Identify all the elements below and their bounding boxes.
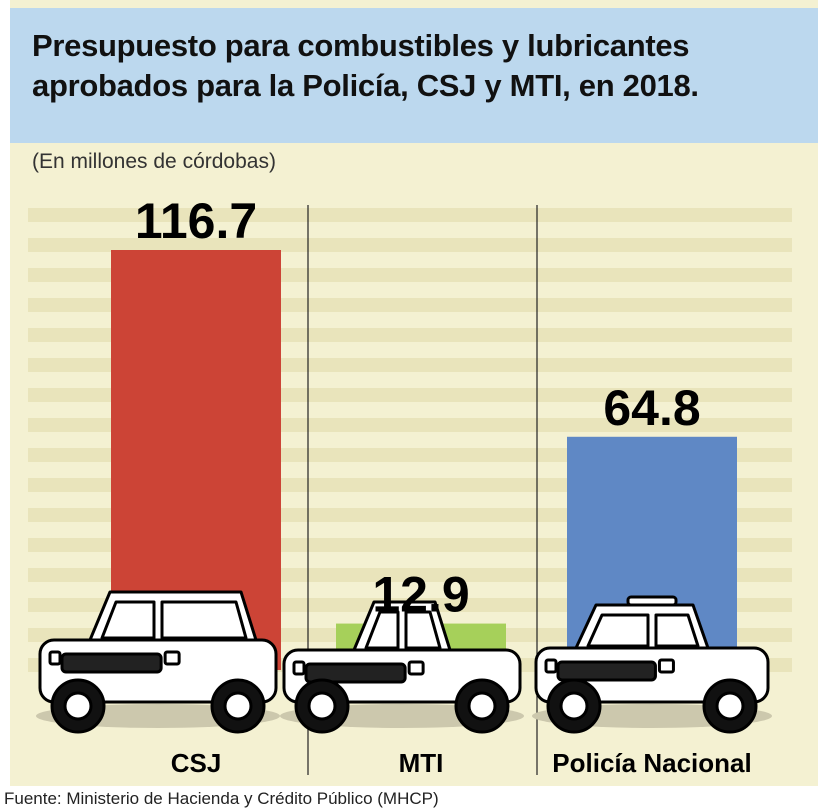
pickup-truck-icon: [280, 600, 524, 734]
light-bar: [626, 595, 678, 607]
chart-title: Presupuesto para combustibles y lubrican…: [32, 28, 699, 103]
hubcap: [63, 691, 93, 721]
window: [586, 613, 650, 648]
hubcap: [715, 691, 745, 721]
grille: [60, 652, 163, 674]
window: [654, 613, 700, 648]
window: [364, 610, 400, 650]
window: [404, 610, 442, 650]
title-band: Presupuesto para combustibles y lubrican…: [10, 8, 818, 143]
police-pickup-icon: [532, 595, 772, 734]
vehicle-icons: [36, 590, 772, 734]
background-stripe: [28, 208, 792, 222]
hubcap: [467, 691, 497, 721]
headlight: [544, 658, 558, 674]
category-label: Policía Nacional: [552, 748, 751, 778]
window: [160, 600, 248, 640]
hubcap: [559, 691, 589, 721]
value-label: 12.9: [372, 567, 469, 623]
headlight: [407, 660, 425, 676]
category-label: CSJ: [171, 748, 222, 778]
suv-icon: [36, 590, 280, 734]
chart-subtitle: (En millones de córdobas): [32, 150, 276, 173]
value-label: 116.7: [135, 193, 257, 249]
category-label: MTI: [399, 748, 444, 778]
hubcap: [223, 691, 253, 721]
labels: 116.7 CSJ 12.9 MTI 64.8 Policía Nacional: [135, 193, 752, 778]
source-note: Fuente: Ministerio de Hacienda y Crédito…: [4, 789, 439, 808]
headlight: [292, 660, 306, 676]
grille: [304, 662, 407, 684]
value-label: 64.8: [603, 380, 700, 436]
hubcap: [307, 691, 337, 721]
headlight: [48, 650, 62, 666]
background-stripe: [28, 238, 792, 252]
headlight: [657, 658, 675, 674]
window: [100, 600, 156, 640]
grille: [556, 660, 657, 682]
headlight: [163, 650, 181, 666]
